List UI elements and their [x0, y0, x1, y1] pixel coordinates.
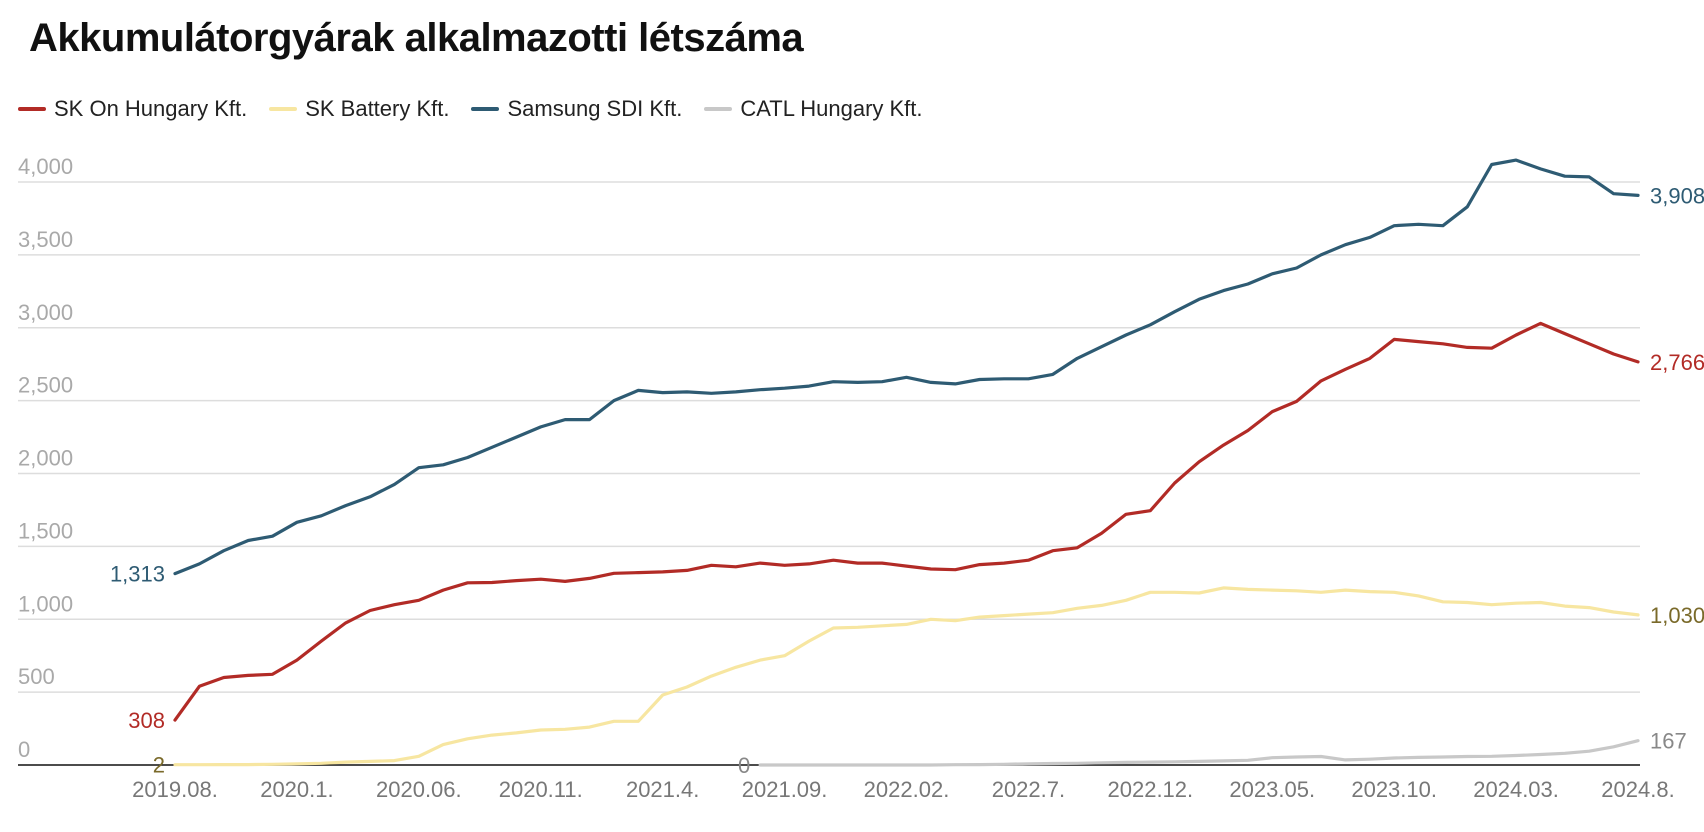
start-label-sk-on: 308 — [128, 708, 165, 733]
y-tick-label: 3,500 — [18, 227, 73, 252]
legend-item-catl: CATL Hungary Kft. — [704, 96, 923, 122]
legend-swatch-sk-on — [18, 107, 46, 111]
x-tick-label: 2020.11. — [499, 777, 583, 802]
x-tick-label: 2024.8. — [1601, 777, 1674, 802]
end-label-sk-battery: 1,030 — [1650, 603, 1704, 628]
y-tick-label: 2,500 — [18, 373, 73, 398]
legend-label-sk-on: SK On Hungary Kft. — [54, 96, 248, 121]
chart-title: Akkumulátorgyárak alkalmazotti létszáma — [29, 16, 804, 60]
grid-lines — [18, 181, 1640, 766]
y-tick-label: 1,000 — [18, 591, 73, 616]
y-tick-label: 0 — [18, 737, 30, 762]
start-label-samsung-sdi: 1,313 — [110, 562, 165, 587]
legend-item-sk-battery: SK Battery Kft. — [269, 96, 449, 122]
series-line-sk-on — [173, 321, 1640, 722]
x-axis-ticks: 2019.08. 2020.1. 2020.06. 2020.11. 2021.4. 20… — [132, 777, 1675, 802]
x-tick-label: 2021.4. — [626, 777, 699, 802]
x-tick-label: 2022.7. — [992, 777, 1065, 802]
y-tick-label: 1,500 — [18, 518, 73, 543]
end-label-sk-on: 2,766 — [1650, 350, 1704, 375]
series-lines — [173, 158, 1640, 767]
x-tick-label: 2023.10. — [1351, 777, 1437, 802]
legend-label-catl: CATL Hungary Kft. — [740, 96, 923, 121]
x-tick-label: 2022.02. — [864, 777, 950, 802]
legend-item-sk-on: SK On Hungary Kft. — [18, 96, 247, 122]
y-tick-label: 2,000 — [18, 446, 73, 471]
x-tick-label: 2019.08. — [132, 777, 218, 802]
legend-swatch-sk-battery — [269, 107, 298, 111]
start-label-catl: 0 — [738, 753, 750, 778]
end-label-samsung-sdi: 3,908 — [1650, 183, 1704, 208]
series-line-samsung-sdi — [173, 158, 1640, 576]
legend-swatch-catl — [704, 107, 733, 111]
x-tick-label: 2020.06. — [376, 777, 462, 802]
series-line-sk-battery — [173, 586, 1640, 767]
x-tick-label: 2022.12. — [1108, 777, 1194, 802]
chart-legend: SK On Hungary Kft. SK Battery Kft. Samsu… — [18, 96, 945, 122]
y-tick-label: 500 — [18, 664, 55, 689]
start-label-sk-battery: 2 — [153, 753, 165, 778]
x-tick-label: 2024.03. — [1473, 777, 1559, 802]
x-tick-label: 2020.1. — [260, 777, 333, 802]
legend-item-samsung-sdi: Samsung SDI Kft. — [471, 96, 682, 122]
series-line-catl — [758, 739, 1640, 767]
y-axis-ticks: 0 500 1,000 1,500 2,000 2,500 3,000 3,500 4,000 — [18, 154, 73, 762]
legend-label-sk-battery: SK Battery Kft. — [305, 96, 450, 121]
y-tick-label: 3,000 — [18, 300, 73, 325]
legend-label-samsung-sdi: Samsung SDI Kft. — [507, 96, 683, 121]
legend-swatch-samsung-sdi — [471, 107, 500, 111]
series-end-labels: 0 167 2 1,030 308 2,766 1,313 3,908 — [110, 183, 1704, 778]
y-tick-label: 4,000 — [18, 154, 73, 179]
x-tick-label: 2021.09. — [742, 777, 828, 802]
x-tick-label: 2023.05. — [1229, 777, 1315, 802]
end-label-catl: 167 — [1650, 729, 1687, 754]
